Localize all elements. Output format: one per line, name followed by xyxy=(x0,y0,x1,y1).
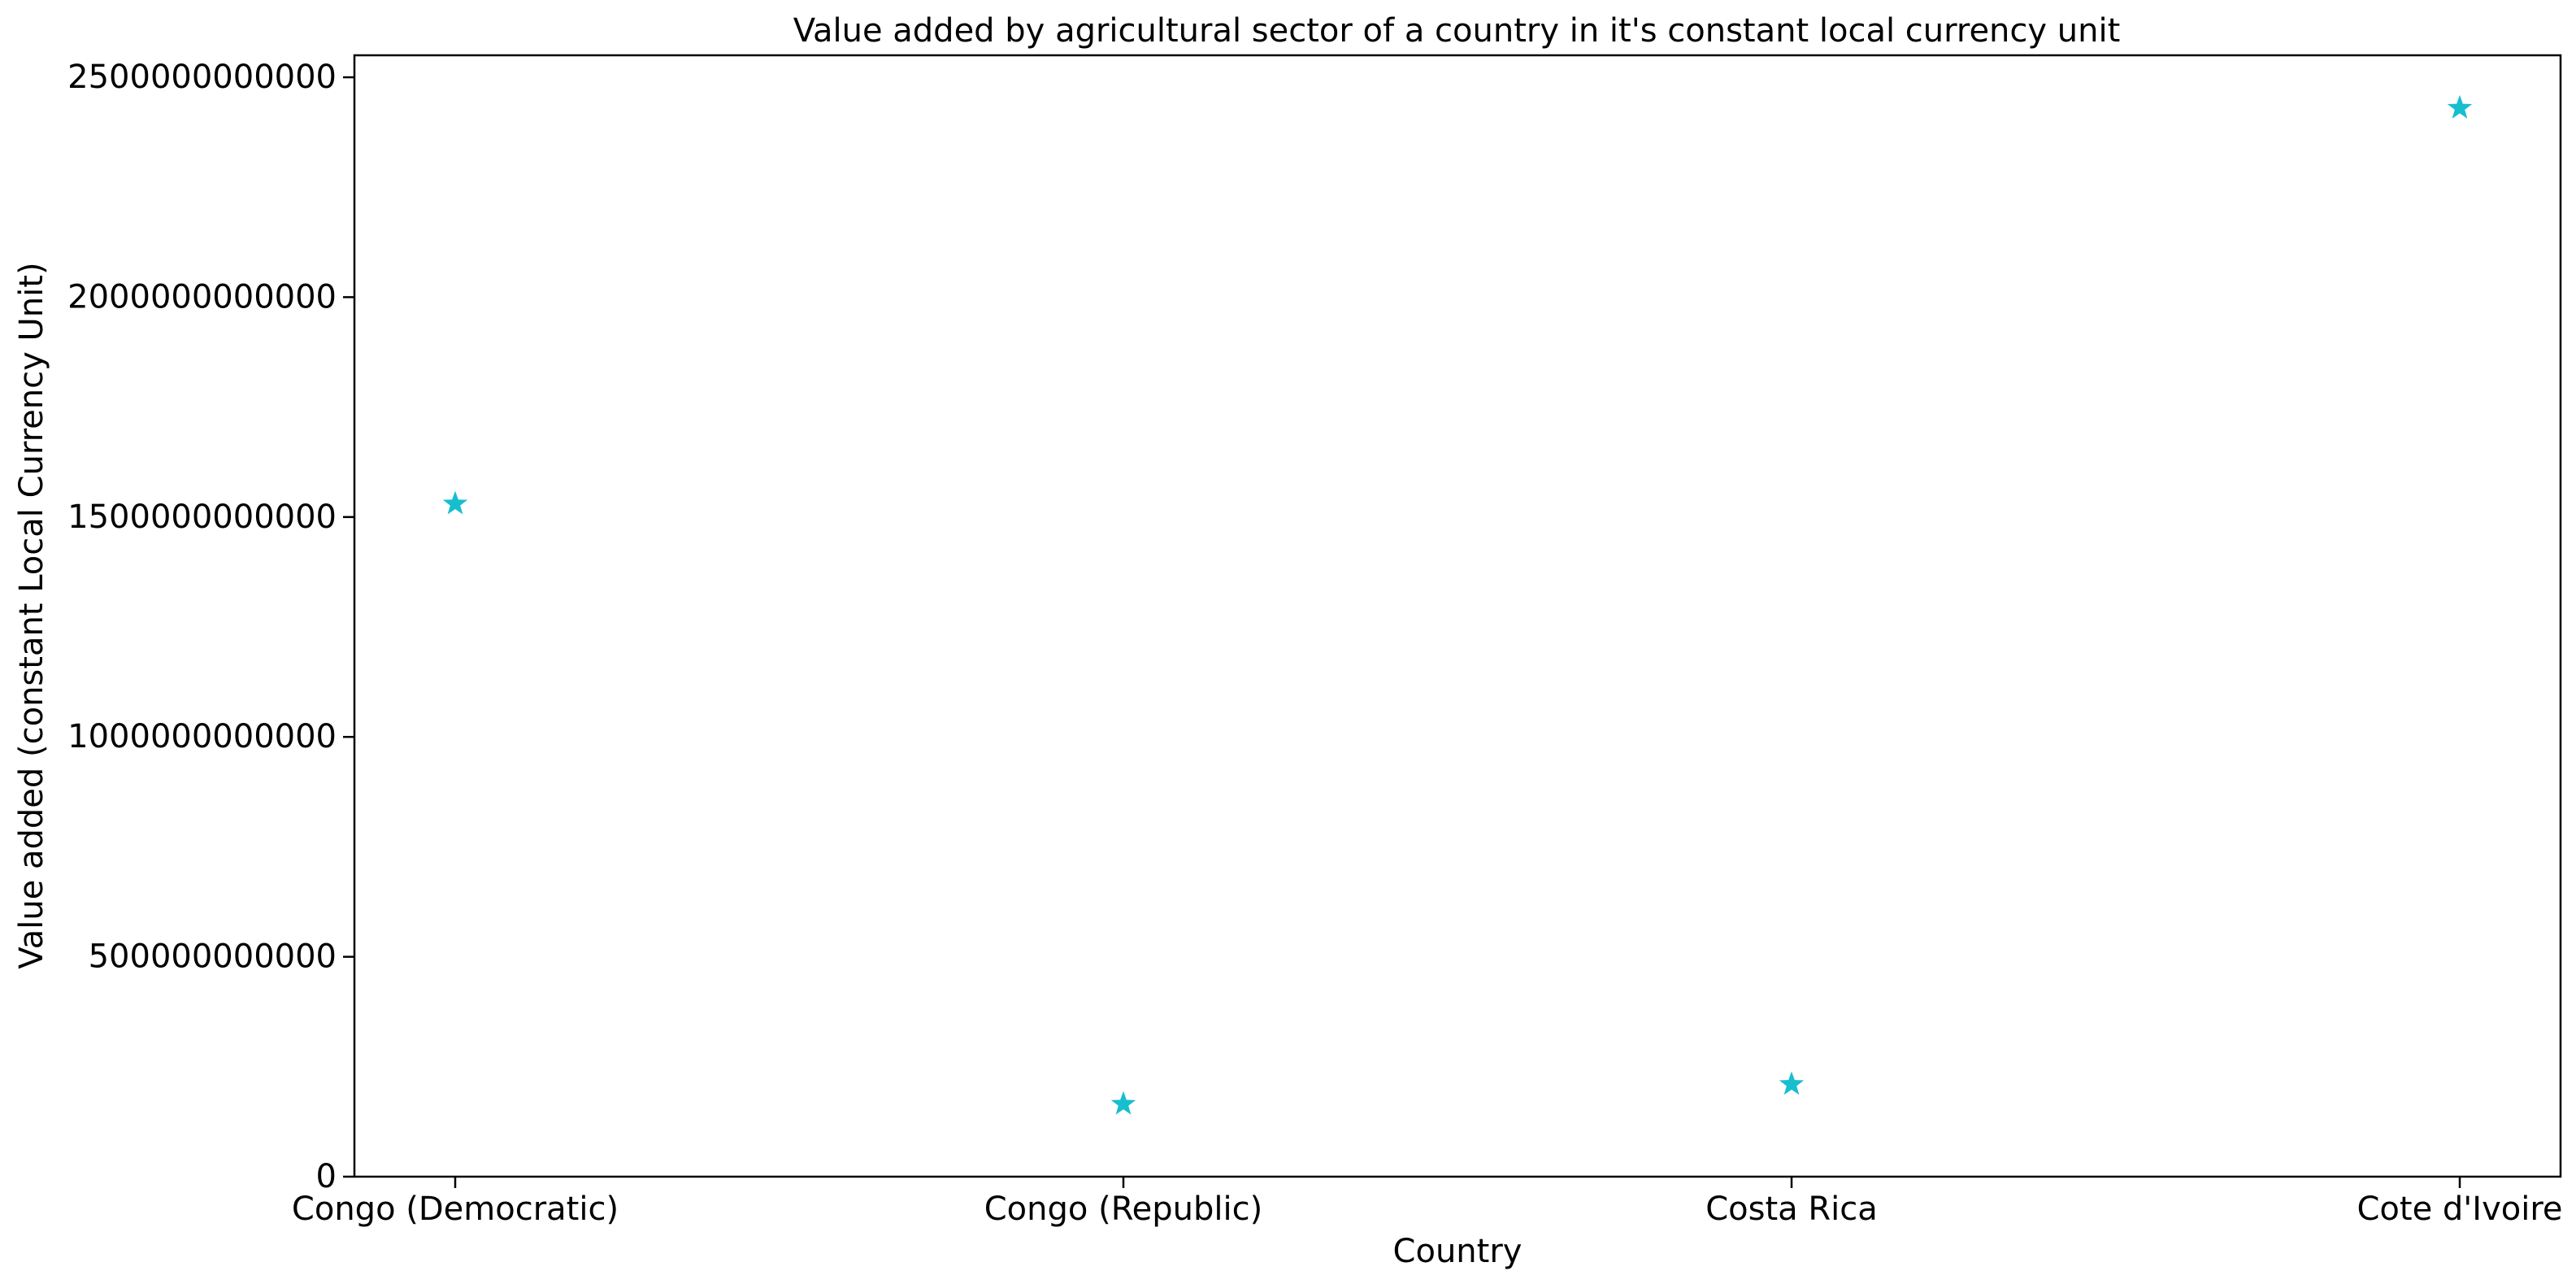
y-tick-label: 2500000000000 xyxy=(67,59,337,96)
data-point-star xyxy=(442,490,468,515)
x-tick-label: Congo (Democratic) xyxy=(292,1190,619,1228)
y-tick-label: 1000000000000 xyxy=(67,718,337,755)
x-tick-label: Costa Rica xyxy=(1705,1190,1878,1228)
x-axis: Congo (Democratic) Congo (Republic) Costa … xyxy=(292,1177,2563,1228)
y-tick-label: 500000000000 xyxy=(89,938,337,976)
y-axis-label: Value added (constant Local Currency Uni… xyxy=(13,262,50,968)
x-axis-label: Country xyxy=(1393,1233,1523,1270)
data-markers xyxy=(442,94,2473,1115)
x-tick-label: Congo (Republic) xyxy=(984,1190,1263,1228)
plot-frame xyxy=(353,54,2562,1178)
data-point-star xyxy=(1110,1090,1136,1115)
chart-title: Value added by agricultural sector of a … xyxy=(793,12,2121,50)
data-point-star xyxy=(2447,94,2473,119)
y-tick-label: 1500000000000 xyxy=(67,498,337,536)
data-point-star xyxy=(1779,1071,1805,1095)
x-tick-label: Cote d'Ivoire xyxy=(2357,1190,2562,1228)
y-axis: 0 500000000000 1000000000000 1500000000000 2… xyxy=(67,59,354,1195)
y-tick-label: 2000000000000 xyxy=(67,278,337,316)
y-tick-label: 0 xyxy=(316,1158,337,1195)
